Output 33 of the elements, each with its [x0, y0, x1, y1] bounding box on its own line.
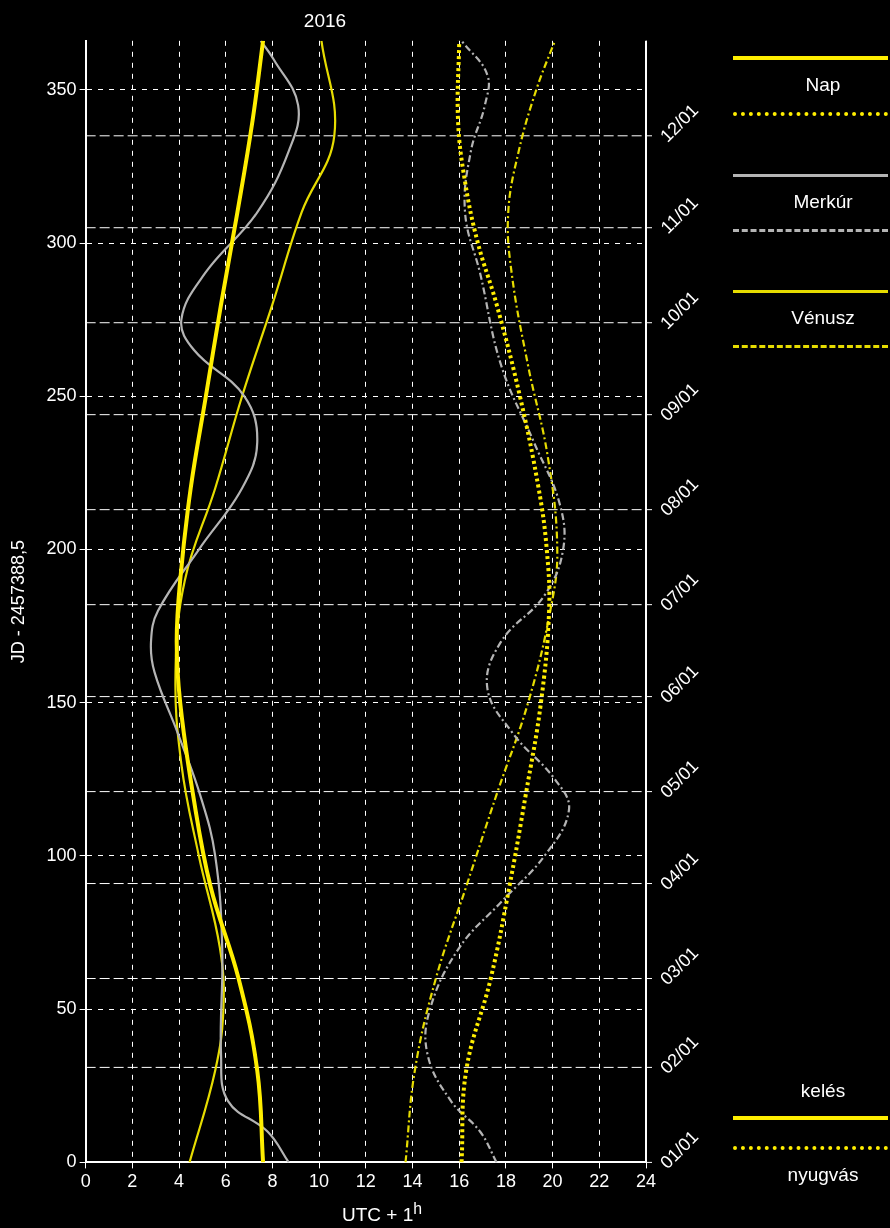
y-tick-label: 250: [46, 385, 77, 406]
x-tick-label: 8: [267, 1171, 278, 1192]
x-tick-label: 18: [495, 1171, 516, 1192]
y-axis-title: JD - 2457388,5: [7, 540, 28, 664]
x-tick-label: 0: [80, 1171, 91, 1192]
y-tick-label: 0: [66, 1151, 77, 1172]
y-tick-label: 150: [46, 691, 77, 712]
x-tick-label: 4: [174, 1171, 185, 1192]
x-tick-label: 16: [449, 1171, 470, 1192]
y-tick-label: 50: [56, 998, 77, 1019]
chart-title: 2016: [303, 9, 347, 31]
x-tick-label: 24: [635, 1171, 657, 1192]
x-tick-label: 6: [220, 1171, 231, 1192]
x-tick-label: 2: [127, 1171, 138, 1192]
text: Merkúr: [792, 191, 854, 213]
x-tick-label: 10: [309, 1171, 330, 1192]
line-series: [149, 40, 300, 1163]
x-tick-label: 22: [589, 1171, 610, 1192]
line-series: [174, 40, 337, 1163]
text: Vénusz: [790, 307, 856, 329]
line-series: [404, 40, 559, 1163]
x-tick-label: 20: [542, 1171, 563, 1192]
x-tick-label: 14: [402, 1171, 423, 1192]
x-tick-label: 12: [355, 1171, 376, 1192]
x-axis-title: UTC + 1$^{h}$: [340, 1200, 424, 1227]
text: kelés: [799, 1080, 847, 1102]
y-tick-label: 300: [46, 232, 77, 253]
line-series: [174, 40, 266, 1163]
y-tick-label: 200: [46, 538, 77, 559]
text: nyugvás: [786, 1164, 860, 1186]
text: Nap: [804, 74, 842, 96]
y-tick-label: 350: [46, 78, 77, 99]
y-tick-label: 100: [46, 844, 77, 865]
